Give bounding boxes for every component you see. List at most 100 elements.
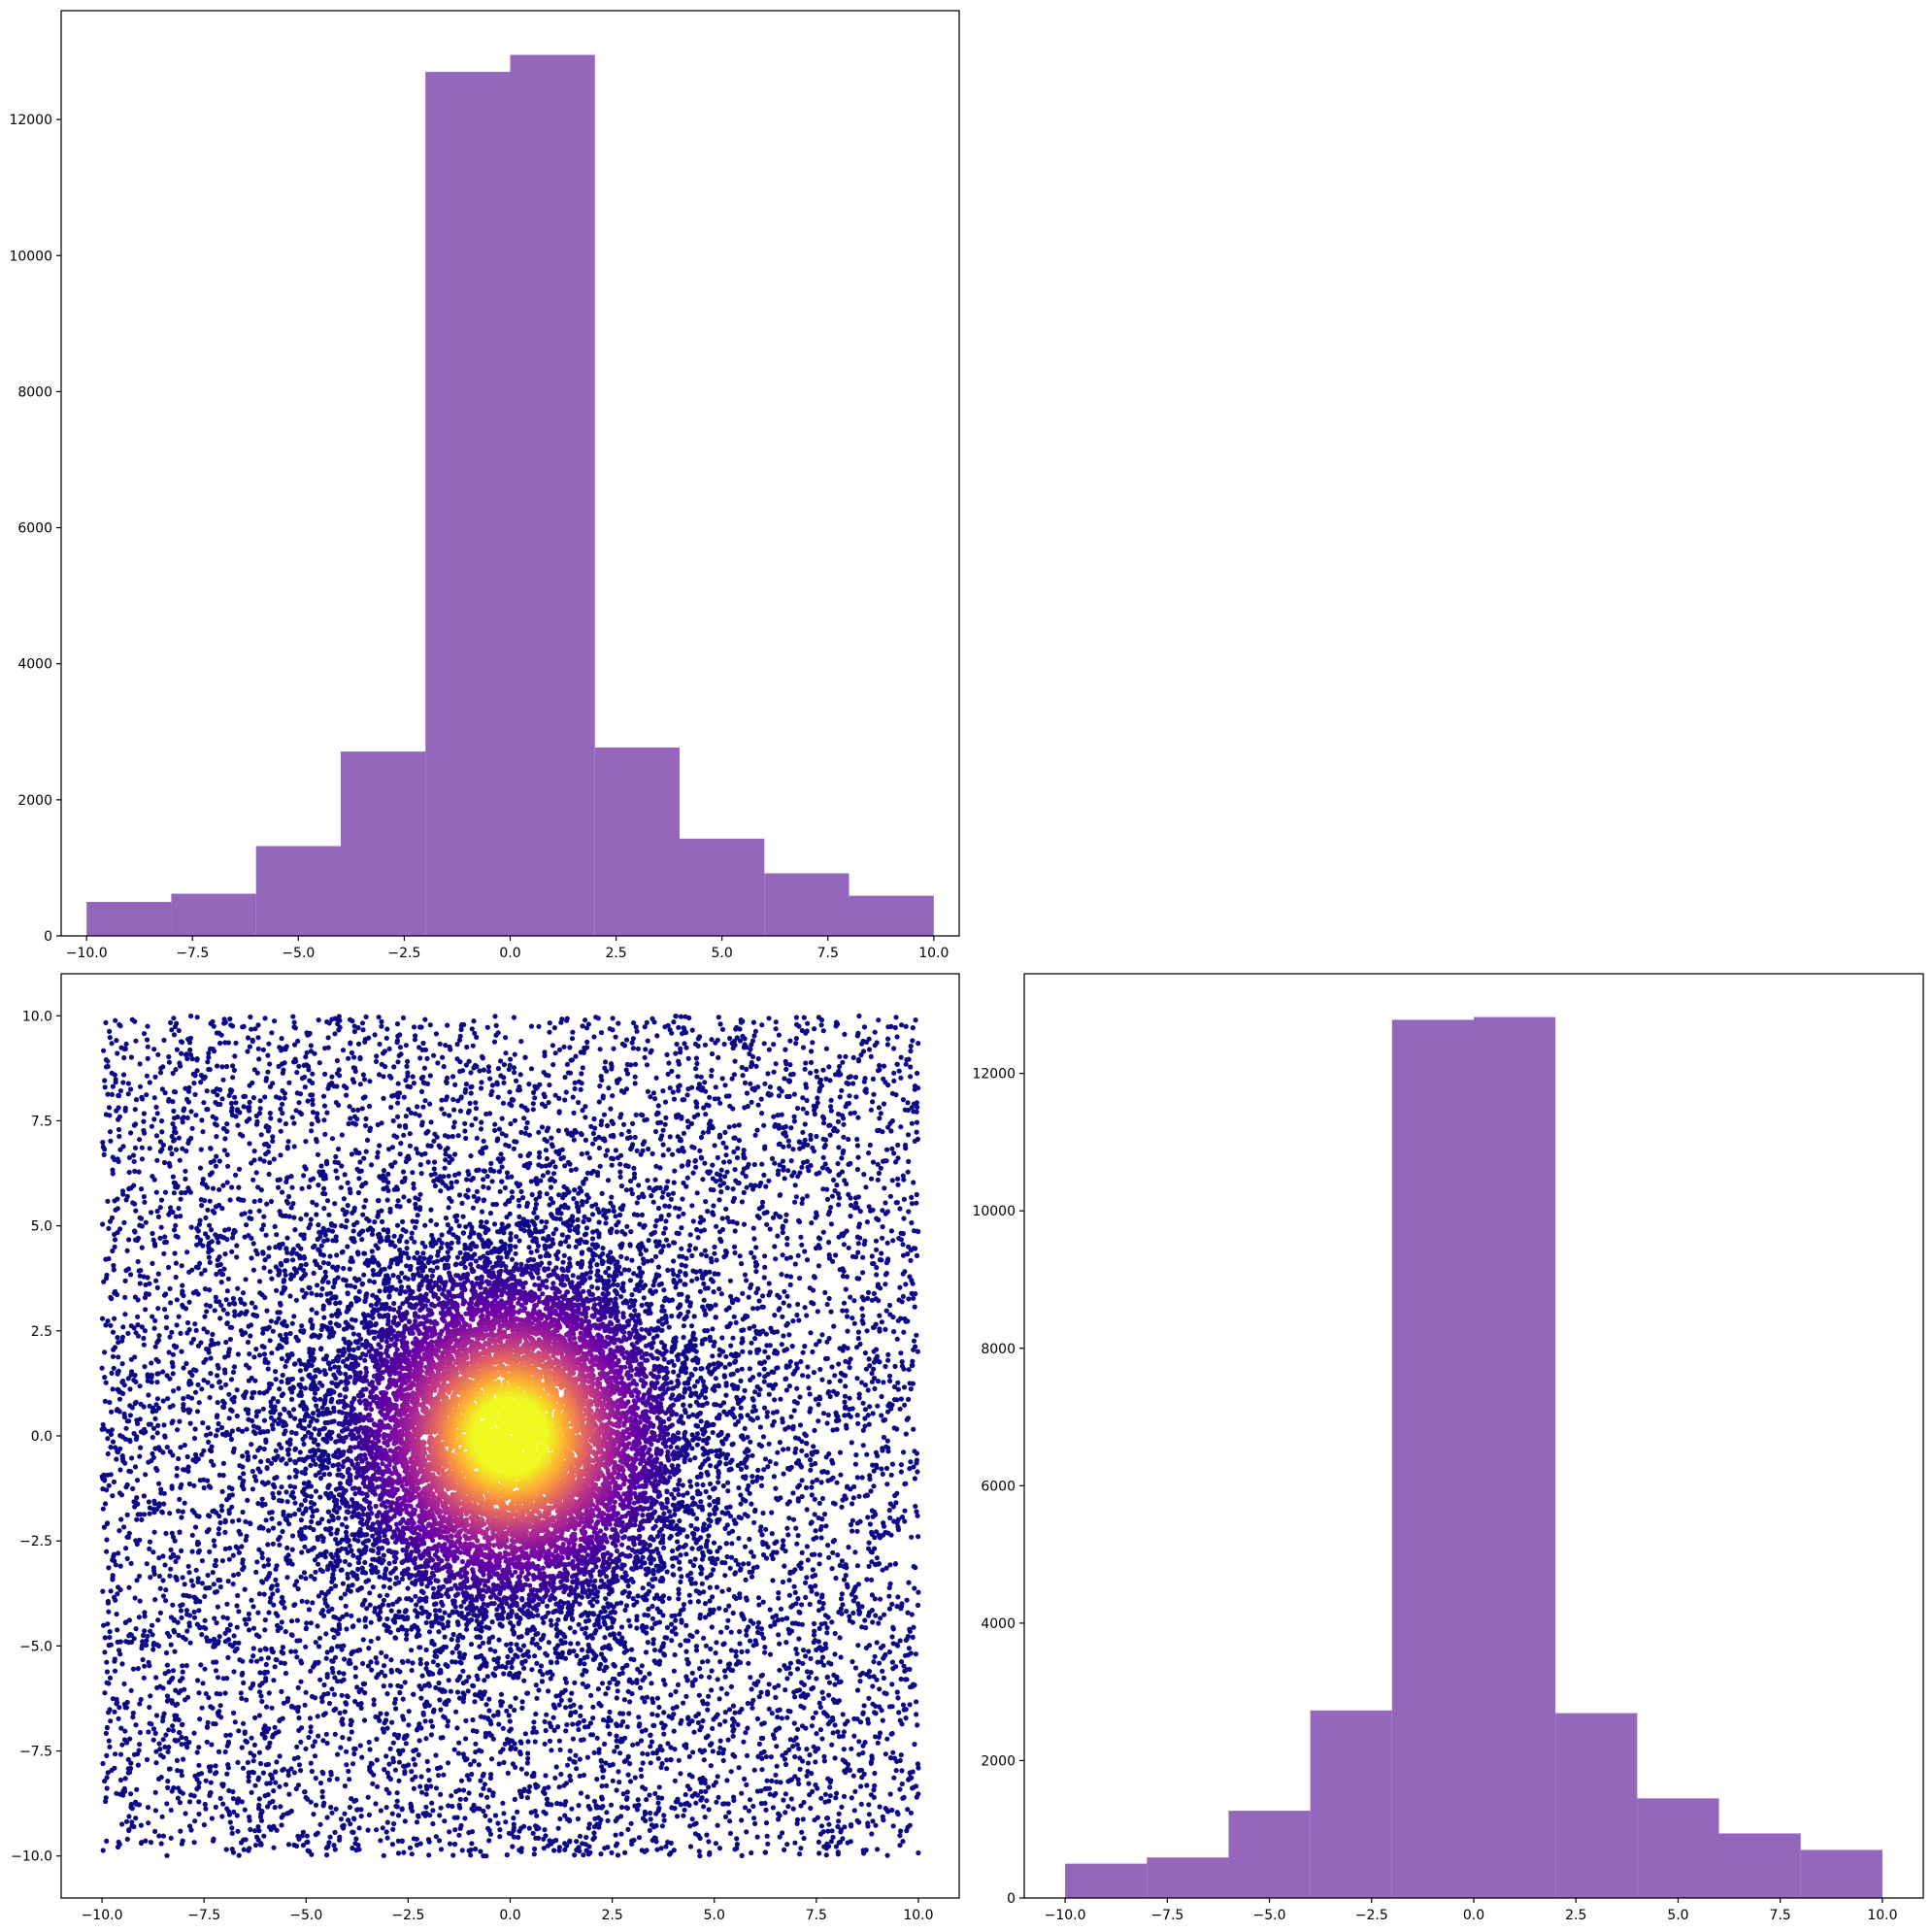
scatter-point (803, 1594, 809, 1600)
scatter-point (810, 1574, 816, 1580)
scatter-point (492, 1014, 498, 1019)
scatter-point (570, 1029, 576, 1035)
scatter-point (769, 1778, 775, 1783)
scatter-point (898, 1659, 905, 1665)
scatter-point (595, 1815, 602, 1820)
scatter-point (893, 1159, 899, 1165)
scatter-point (200, 1129, 206, 1135)
scatter-point (155, 1422, 161, 1428)
scatter-point (172, 1023, 179, 1030)
scatter-point (168, 1300, 174, 1306)
scatter-point (872, 1029, 878, 1035)
scatter-point (660, 1152, 666, 1158)
scatter-point (724, 1691, 730, 1697)
scatter-point (697, 1777, 703, 1782)
scatter-point (895, 1380, 901, 1385)
scatter-point (771, 1069, 777, 1075)
scatter-point (298, 1111, 305, 1117)
scatter-point (866, 1150, 872, 1156)
scatter-point (742, 1105, 748, 1111)
scatter-point (122, 1108, 128, 1114)
scatter-point (895, 1155, 901, 1161)
scatter-point (473, 1100, 479, 1106)
scatter-point (424, 1055, 430, 1061)
scatter-point (899, 1359, 905, 1365)
scatter-point (438, 1805, 444, 1811)
scatter-point (263, 1647, 269, 1652)
scatter-point (266, 1144, 272, 1149)
scatter-point (202, 1617, 208, 1623)
scatter-point (340, 1048, 347, 1053)
bottom-left-scatter-panel: −10.0 −7.5 −5.0 −2.5 0.0 2.5 5.0 7.5 10.0−10.0−7… (11, 973, 960, 1923)
scatter-point (541, 1846, 547, 1851)
scatter-point (157, 1235, 163, 1241)
scatter-point (685, 1124, 691, 1130)
scatter-point (297, 1091, 304, 1097)
scatter-point (196, 1811, 202, 1817)
scatter-point (836, 1145, 842, 1150)
scatter-point (866, 1540, 872, 1546)
scatter-point (720, 1801, 726, 1807)
scatter-point (577, 1756, 583, 1762)
scatter-point (716, 1696, 722, 1702)
scatter-point (706, 1784, 712, 1790)
scatter-point (258, 1187, 264, 1193)
scatter-point (352, 1746, 358, 1751)
scatter-point (906, 1367, 912, 1373)
scatter-point (263, 1661, 269, 1668)
scatter-point (724, 1778, 730, 1783)
scatter-point (837, 1378, 844, 1383)
scatter-point (160, 1142, 166, 1148)
scatter-point (799, 1027, 805, 1034)
scatter-point (127, 1386, 133, 1392)
scatter-point (109, 1370, 115, 1376)
scatter-point (727, 1818, 733, 1824)
scatter-point (130, 1715, 136, 1720)
scatter-point (227, 1819, 233, 1825)
scatter-point (632, 1775, 638, 1781)
scatter-point (279, 1048, 284, 1053)
scatter-point (501, 1811, 507, 1816)
scatter-point (283, 1120, 288, 1127)
scatter-point (259, 1698, 265, 1705)
scatter-point (244, 1697, 250, 1703)
scatter-point (205, 1234, 211, 1241)
scatter-point (108, 1138, 114, 1144)
scatter-point (891, 1070, 897, 1076)
scatter-point (585, 1803, 591, 1810)
scatter-point (844, 1181, 849, 1187)
scatter-point (256, 1828, 262, 1834)
scatter-point (598, 1851, 604, 1857)
scatter-point (484, 1024, 490, 1030)
scatter-point (787, 1671, 793, 1677)
scatter-point (709, 1067, 715, 1074)
scatter-point (134, 1578, 140, 1583)
scatter-point (146, 1820, 151, 1826)
scatter-point (132, 1121, 139, 1127)
scatter-point (234, 1813, 240, 1818)
scatter-point (151, 1325, 157, 1331)
scatter-point (821, 1758, 828, 1764)
scatter-point (848, 1214, 853, 1219)
scatter-point (491, 1039, 498, 1045)
scatter-point (332, 1829, 338, 1835)
scatter-point (764, 1221, 770, 1227)
scatter-point (891, 1755, 898, 1761)
scatter-point (777, 1641, 783, 1647)
scatter-point (166, 1098, 172, 1104)
scatter-point (412, 1762, 418, 1768)
scatter-point (422, 1098, 428, 1104)
scatter-point (155, 1271, 161, 1277)
scatter-point (272, 1805, 278, 1811)
scatter-point (427, 1073, 433, 1079)
scatter-point (900, 1097, 907, 1103)
scatter-point (447, 1841, 453, 1847)
scatter-point (236, 1166, 243, 1172)
scatter-point (242, 1211, 248, 1216)
scatter-point (720, 1140, 726, 1146)
scatter-point (148, 1693, 153, 1699)
scatter-point (147, 1546, 152, 1551)
scatter-point (319, 1788, 325, 1794)
scatter-point (811, 1620, 817, 1626)
scatter-point (333, 1706, 339, 1712)
